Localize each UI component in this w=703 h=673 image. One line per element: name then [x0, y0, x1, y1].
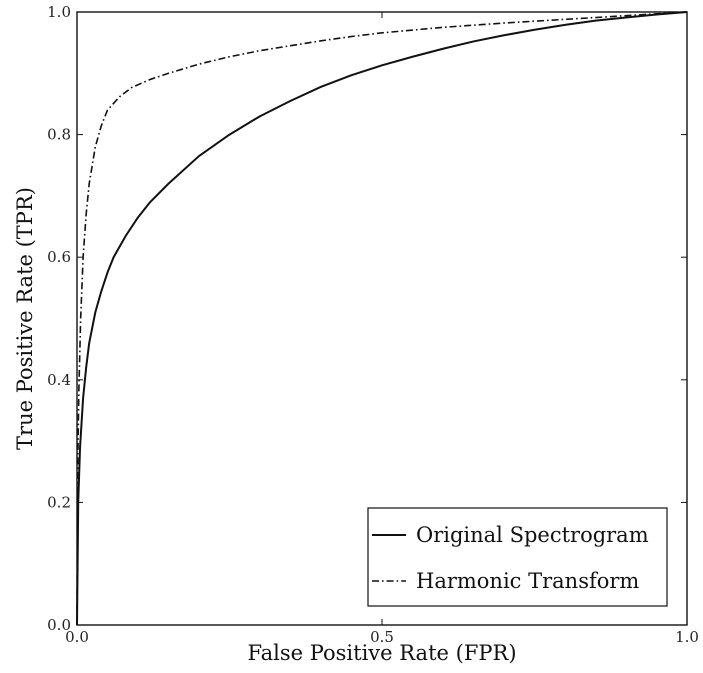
y-tick-label: 0.2	[47, 493, 71, 511]
series-line-harmonic-transform	[76, 11, 688, 626]
x-tick-label: 0.5	[370, 628, 394, 646]
y-tick-label: 0.8	[47, 126, 71, 144]
y-tick-label: 0.4	[47, 371, 71, 389]
y-tick-label: 0.0	[47, 616, 71, 634]
x-axis-title: False Positive Rate (FPR)	[247, 641, 516, 665]
y-tick-label: 0.6	[47, 248, 71, 266]
ticks-layer: 0.0 0.5 1.0 0.0 0.2 0.4 0.6 0.8 1.0	[47, 3, 699, 646]
legend-label-harmonic-transform: Harmonic Transform	[416, 569, 639, 593]
y-axis-title: True Positive Rate (TPR)	[13, 187, 37, 450]
series-line-original-spectrogram	[76, 11, 688, 626]
x-tick-label: 1.0	[675, 628, 699, 646]
legend: Original Spectrogram Harmonic Transform	[367, 507, 668, 607]
x-tick-label: 0.0	[65, 628, 89, 646]
y-tick-label: 1.0	[47, 3, 71, 21]
curves-layer	[76, 11, 688, 626]
legend-label-original-spectrogram: Original Spectrogram	[416, 523, 649, 547]
legend-box	[367, 507, 668, 607]
